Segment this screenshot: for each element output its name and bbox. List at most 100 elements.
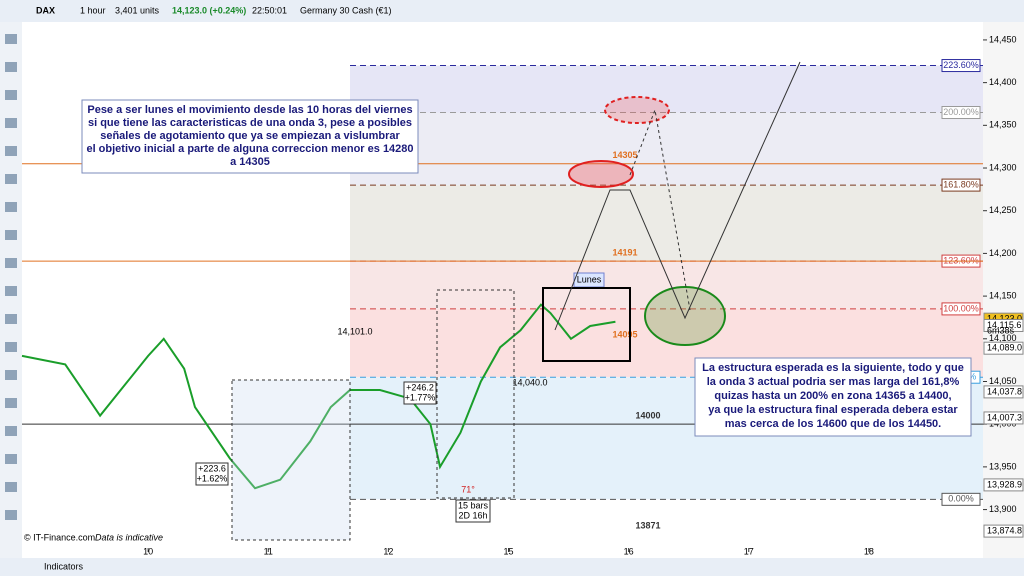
range-box bbox=[231, 379, 351, 541]
projection bbox=[554, 61, 801, 331]
price-marker-label: 13,928.9 bbox=[987, 479, 1022, 489]
x-tick-label: 17 bbox=[744, 546, 754, 556]
price-line bbox=[21, 303, 616, 490]
fib-label: 123.60% bbox=[943, 255, 979, 265]
chart-label: 2D 16h bbox=[458, 510, 487, 520]
fib-zone bbox=[350, 185, 983, 262]
price-axis bbox=[983, 22, 1024, 558]
y-tick-label: 14,100 bbox=[989, 333, 1017, 343]
x-tick-label: 18 bbox=[864, 546, 874, 556]
label-box bbox=[455, 499, 491, 523]
fib-label-box bbox=[941, 59, 981, 73]
annotation-line: si que tiene las caracteristicas de una … bbox=[88, 117, 412, 129]
price-marker bbox=[983, 524, 1024, 538]
annotation-line: ya que la estructura final esperada debe… bbox=[708, 404, 958, 416]
annotation-line: a 14305 bbox=[230, 156, 270, 168]
target-ellipse bbox=[644, 286, 726, 346]
chart-label: +1.62% bbox=[197, 473, 228, 483]
time: 22:50:01 bbox=[252, 5, 287, 15]
annotation-line: la onda 3 actual podria ser mas larga de… bbox=[707, 376, 960, 388]
footer bbox=[0, 558, 1024, 576]
chart-label: Lunes bbox=[577, 274, 602, 284]
chart-label: +246.2 bbox=[406, 382, 434, 392]
x-tick-label: 15 bbox=[503, 546, 513, 556]
chart-label: 71° bbox=[461, 484, 475, 494]
annotation-line: mas cerca de los 14600 que de los 14450. bbox=[725, 418, 941, 430]
y-tick-label: 14,450 bbox=[989, 34, 1017, 44]
toolbar bbox=[0, 0, 1024, 22]
annotation-line: quizas hasta un 200% en zona 14365 a 144… bbox=[714, 390, 951, 402]
chart-label: +223.6 bbox=[198, 463, 226, 473]
price-marker bbox=[983, 318, 1024, 332]
annotation-line: el objetivo inicial a parte de alguna co… bbox=[86, 143, 413, 155]
label-box bbox=[403, 381, 437, 405]
y-tick-label: 14,250 bbox=[989, 205, 1017, 215]
fib-zone bbox=[350, 261, 983, 309]
y-tick-label: 13,900 bbox=[989, 504, 1017, 514]
fib-label-box bbox=[941, 492, 981, 506]
fib-label-box bbox=[941, 302, 981, 316]
instrument: Germany 30 Cash (€1) bbox=[300, 5, 392, 15]
price-marker bbox=[983, 385, 1024, 399]
fib-label: 223.60% bbox=[943, 60, 979, 70]
label-box bbox=[195, 462, 229, 486]
fib-label-box bbox=[941, 106, 981, 120]
chart-label: +1.77% bbox=[405, 392, 436, 402]
fib-label: 161.80% bbox=[943, 179, 979, 189]
y-tick-label: 14,200 bbox=[989, 248, 1017, 258]
quote: 14,123.0 (+0.24%) bbox=[172, 5, 246, 15]
x-tick-label: 10 bbox=[143, 546, 153, 556]
fib-label: 100.00% bbox=[943, 303, 979, 313]
y-tick-label: 14,350 bbox=[989, 120, 1017, 130]
y-tick-label: 14,300 bbox=[989, 162, 1017, 172]
fib-label: 0.00% bbox=[948, 494, 974, 504]
price-marker bbox=[983, 478, 1024, 492]
x-tick-label: 12 bbox=[383, 546, 393, 556]
x-tick-label: 16 bbox=[624, 546, 634, 556]
target-ellipse bbox=[568, 160, 634, 188]
annotation-box bbox=[81, 99, 419, 174]
copyright: © IT-Finance.com bbox=[24, 532, 95, 542]
level-note: 14191 bbox=[612, 247, 637, 257]
price-marker-label: 14,123.0 bbox=[987, 314, 1022, 324]
y-tick-label: 13,950 bbox=[989, 461, 1017, 471]
annotation-line: señales de agotamiento que ya se empieza… bbox=[100, 130, 400, 142]
lunes-frame bbox=[542, 287, 631, 362]
level-note: 14305 bbox=[612, 150, 637, 160]
chart-label: 14,040.0 bbox=[512, 377, 547, 387]
annotation-line: Pese a ser lunes el movimiento desde las… bbox=[87, 104, 412, 116]
chart-label: 14,101.0 bbox=[337, 326, 372, 336]
tool-icons[interactable] bbox=[5, 34, 17, 520]
price-marker-label: 14,007.3 bbox=[987, 412, 1022, 422]
countdown: 6m38s bbox=[987, 326, 1015, 336]
plot: 223.60%200.00%161.80%123.60%100.00%61.80… bbox=[21, 34, 1024, 556]
y-tick-label: 14,400 bbox=[989, 77, 1017, 87]
units[interactable]: 3,401 units bbox=[115, 5, 160, 15]
symbol[interactable]: DAX bbox=[36, 5, 55, 15]
chart-label: 15 bars bbox=[458, 500, 489, 510]
price-marker bbox=[983, 411, 1024, 425]
fib-label: 200.00% bbox=[943, 107, 979, 117]
level-note: 14000 bbox=[635, 411, 660, 421]
disclaimer: Data is indicative bbox=[95, 532, 163, 542]
indicators-button[interactable]: Indicators bbox=[44, 561, 84, 571]
level-note: 14095 bbox=[612, 329, 637, 339]
y-tick-label: 14,150 bbox=[989, 290, 1017, 300]
y-tick-label: 14,050 bbox=[989, 376, 1017, 386]
price-marker bbox=[983, 341, 1024, 355]
fib-label-box bbox=[941, 178, 981, 192]
annotation-box bbox=[694, 357, 972, 437]
x-tick-label: 11 bbox=[264, 546, 273, 556]
price-marker-label: 14,037.8 bbox=[987, 386, 1022, 396]
annotation-line: La estructura esperada es la siguiente, … bbox=[702, 362, 964, 374]
level-note: 13871 bbox=[635, 521, 660, 531]
range-box bbox=[436, 289, 515, 499]
projection bbox=[629, 108, 691, 311]
price-marker-label: 14,115.6 bbox=[987, 320, 1021, 330]
target-ellipse bbox=[604, 96, 670, 124]
interval[interactable]: 1 hour bbox=[80, 5, 106, 15]
price-marker-label: 14,089.0 bbox=[987, 343, 1022, 353]
price-marker-label: 13,874.8 bbox=[987, 525, 1022, 535]
